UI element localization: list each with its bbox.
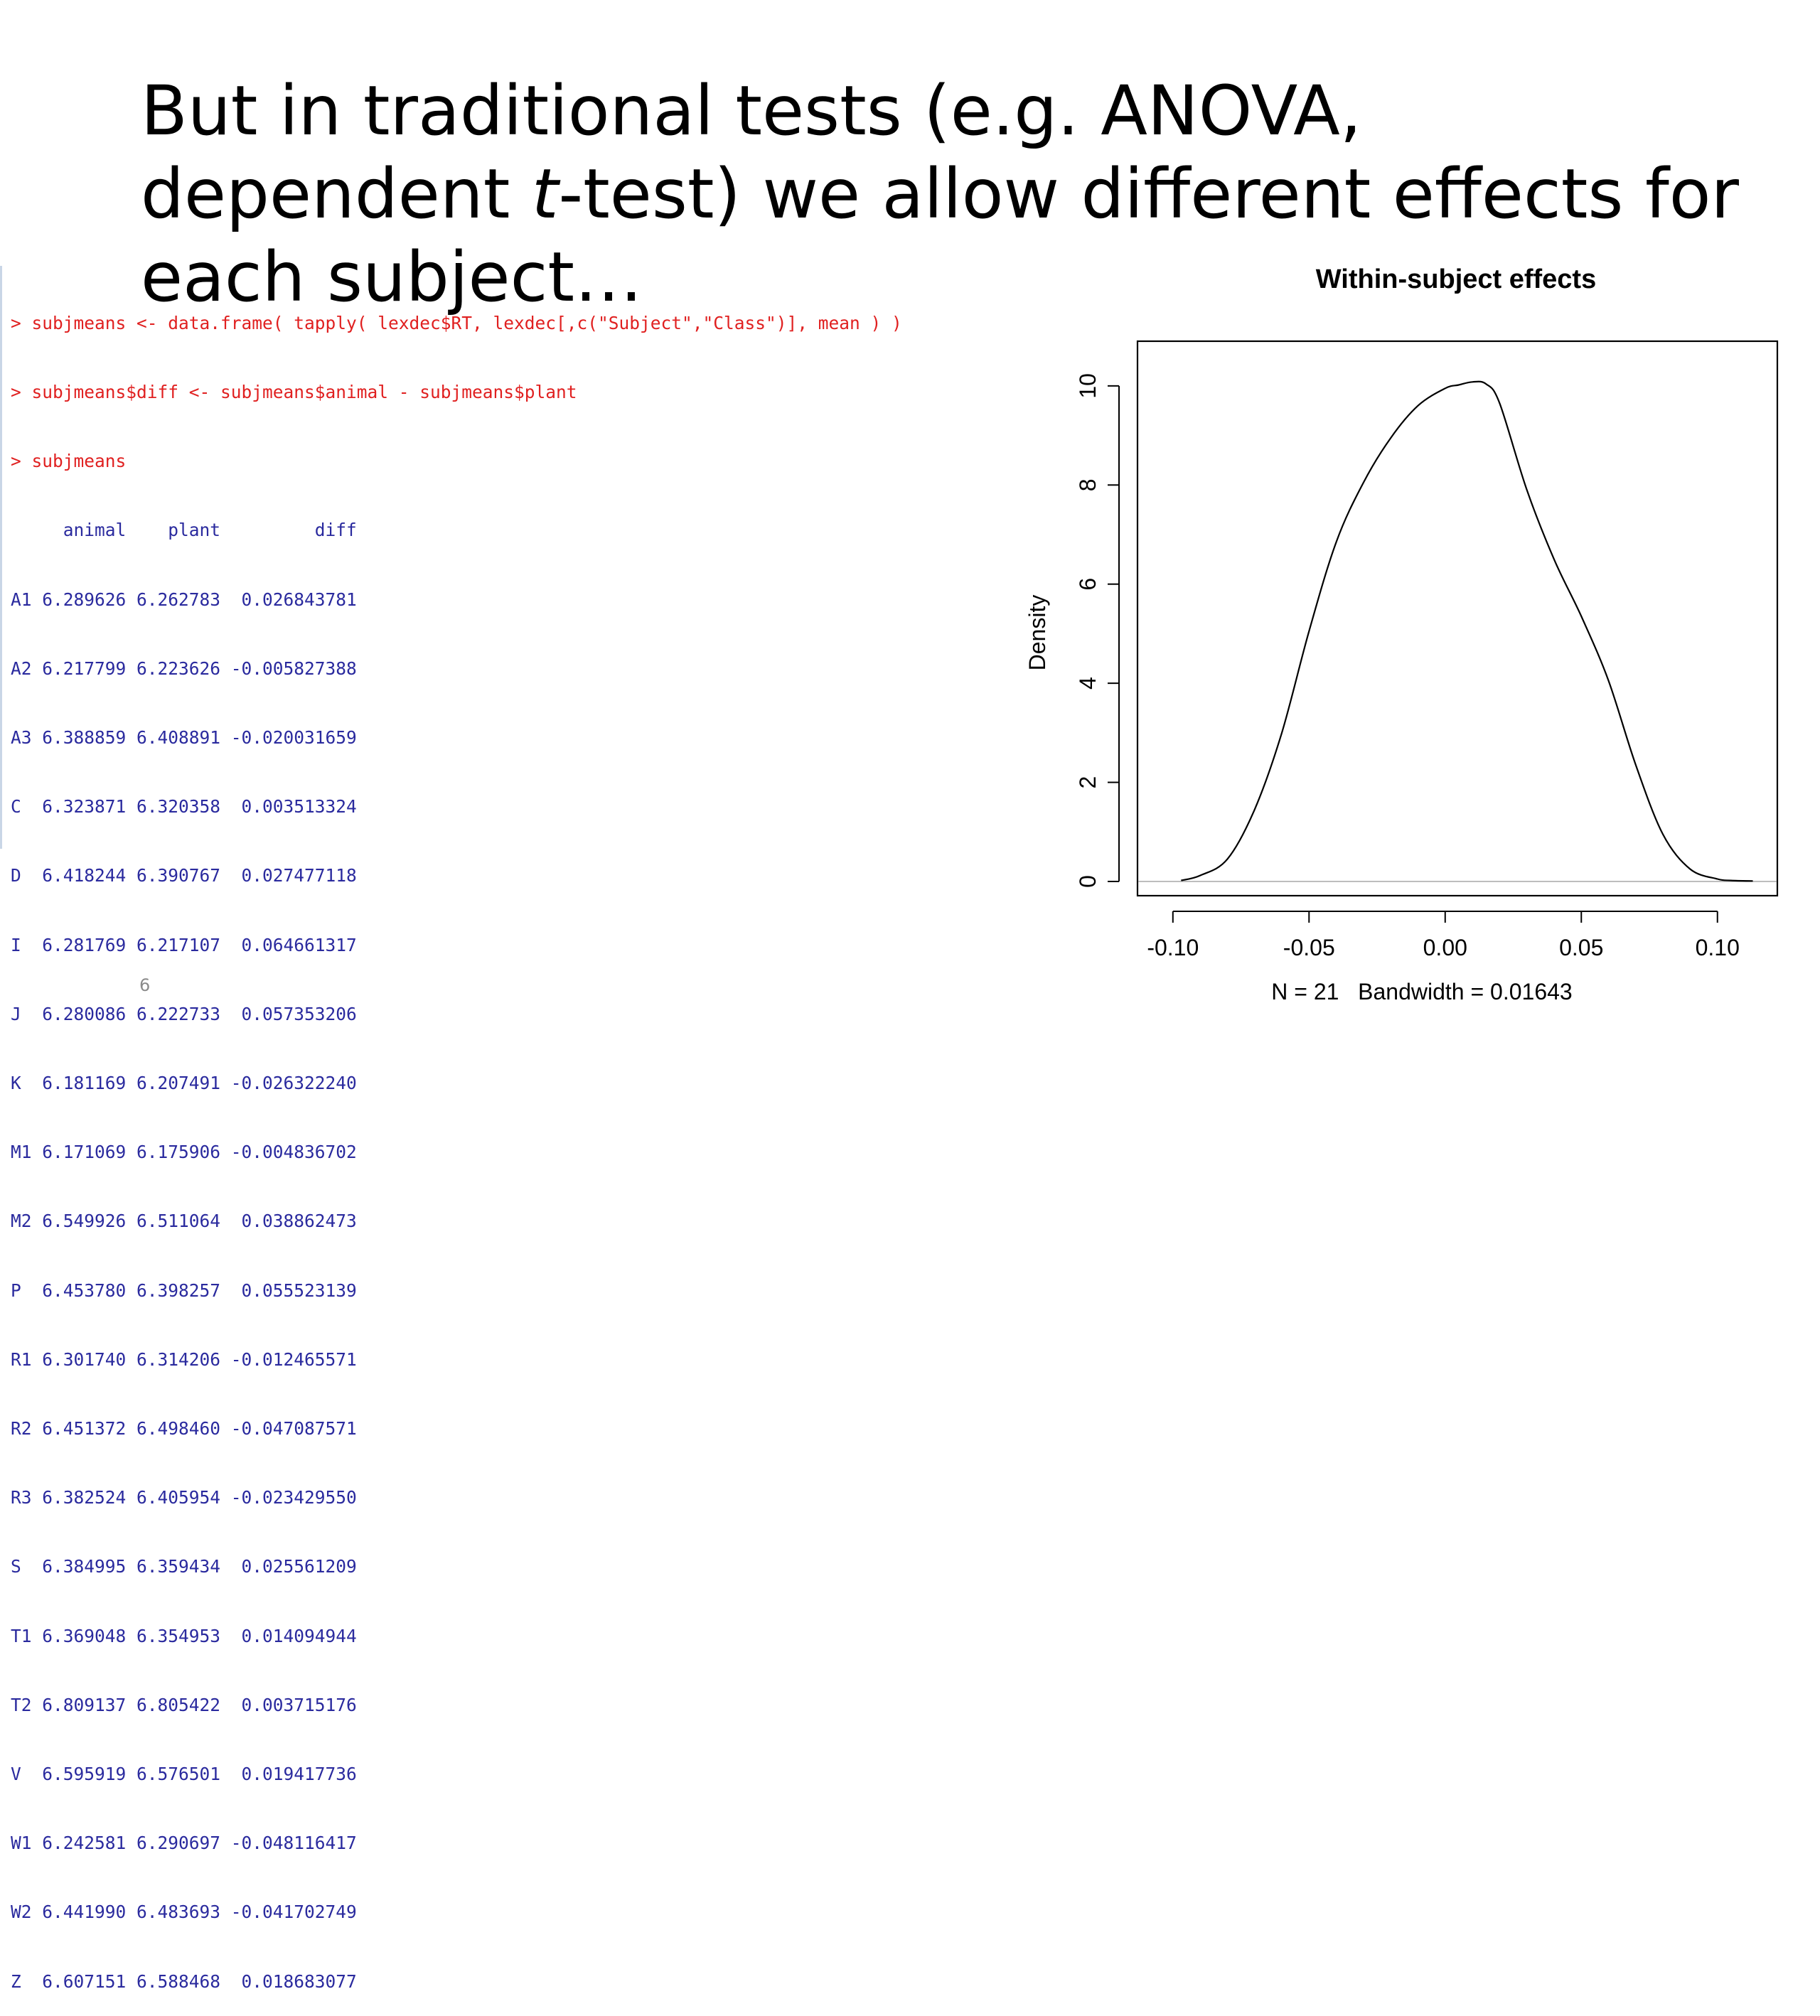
console-output-row: C 6.323871 6.320358 0.003513324 (11, 796, 357, 817)
x-tick-label: 0.05 (1559, 935, 1603, 960)
slide-number: 6 (139, 975, 151, 995)
slide-title-text: But in traditional tests (e.g. ANOVA, de… (141, 71, 1362, 234)
x-tick-label: 0.10 (1696, 935, 1740, 960)
console-output-row: R1 6.301740 6.314206 -0.012465571 (11, 1349, 357, 1370)
console-output-row: R3 6.382524 6.405954 -0.023429550 (11, 1487, 357, 1508)
y-tick-label: 4 (1075, 677, 1101, 690)
console-output-header: animal plant diff (11, 520, 357, 541)
console-output-row: A1 6.289626 6.262783 0.026843781 (11, 589, 357, 610)
console-output-row: A3 6.388859 6.408891 -0.020031659 (11, 727, 357, 749)
console-output-row: R2 6.451372 6.498460 -0.047087571 (11, 1418, 357, 1439)
console-output-row: J 6.280086 6.222733 0.057353206 (11, 1003, 357, 1024)
console-output-row: S 6.384995 6.359434 0.025561209 (11, 1556, 357, 1577)
console-output-row: T2 6.809137 6.805422 0.003715176 (11, 1694, 357, 1715)
y-axis: 0 2 4 6 8 10 (1075, 373, 1120, 888)
density-curve (1181, 380, 1753, 882)
y-tick-label: 0 (1075, 875, 1101, 888)
console-output-row: W2 6.441990 6.483693 -0.041702749 (11, 1902, 357, 1923)
console-output-row: T1 6.369048 6.354953 0.014094944 (11, 1625, 357, 1646)
console-output-row: V 6.595919 6.576501 0.019417736 (11, 1764, 357, 1785)
slide-title-italic-t: t (531, 154, 559, 234)
y-tick-label: 6 (1075, 578, 1101, 591)
density-plot-svg: Within-subject effects -0.10 -0.05 0.00 0.0… (1024, 264, 1779, 1004)
console-output-row: M2 6.549926 6.511064 0.038862473 (11, 1211, 357, 1232)
y-tick-label: 10 (1075, 373, 1101, 399)
y-tick-label: 8 (1075, 478, 1101, 491)
console-output-row: W1 6.242581 6.290697 -0.048116417 (11, 1833, 357, 1854)
y-axis-title: Density (1024, 595, 1050, 671)
slide-title: But in traditional tests (e.g. ANOVA, de… (141, 70, 1747, 319)
console-command: > subjmeans$diff <- subjmeans$animal - s… (11, 382, 577, 403)
console-output-row: A2 6.217799 6.223626 -0.005827388 (11, 658, 357, 679)
x-tick-label: 0.00 (1423, 935, 1467, 960)
y-tick-label: 2 (1075, 776, 1101, 789)
x-tick-label: -0.05 (1283, 935, 1335, 960)
plot-title: Within-subject effects (1316, 264, 1596, 294)
console-output-row: Z 6.607151 6.588468 0.018683077 (11, 1971, 357, 1992)
console-output-row: K 6.181169 6.207491 -0.026322240 (11, 1073, 357, 1094)
console-output-row: I 6.281769 6.217107 0.064661317 (11, 934, 357, 955)
x-axis-title: N = 21 Bandwidth = 0.01643 (1271, 979, 1572, 1004)
x-tick-label: -0.10 (1147, 935, 1199, 960)
console-command: > subjmeans <- data.frame( tapply( lexde… (11, 312, 902, 333)
console-output-row: P 6.453780 6.398257 0.055523139 (11, 1280, 357, 1301)
slide-title-text-continued: -test) we allow different effects for ea… (141, 154, 1739, 317)
console-output-row: M1 6.171069 6.175906 -0.004836702 (11, 1142, 357, 1163)
x-axis: -0.10 -0.05 0.00 0.05 0.10 (1147, 911, 1740, 960)
r-console-output: > subjmeans <- data.frame( tapply( lexde… (0, 266, 1010, 1992)
console-command: > subjmeans (11, 451, 127, 472)
density-plot: Within-subject effects -0.10 -0.05 0.00 0.0… (995, 256, 1820, 1024)
plot-frame (1136, 340, 1779, 897)
console-output-row: D 6.418244 6.390767 0.027477118 (11, 865, 357, 886)
